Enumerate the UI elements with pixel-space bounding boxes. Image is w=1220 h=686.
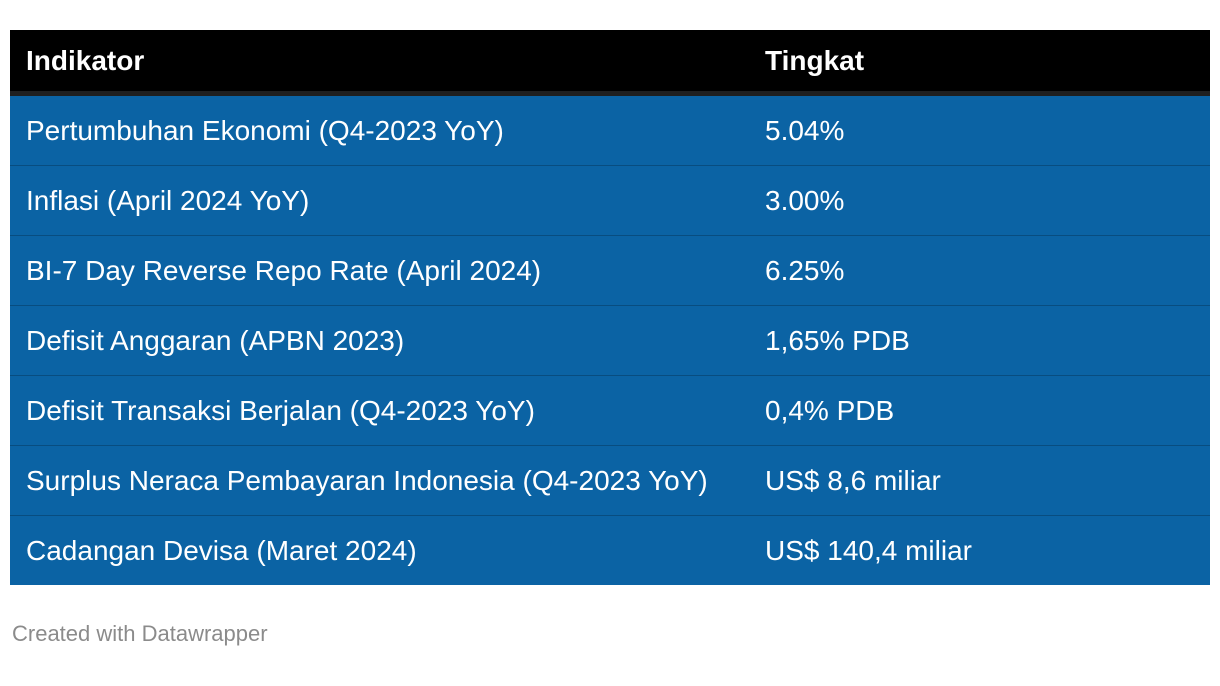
table-row: Defisit Anggaran (APBN 2023) 1,65% PDB xyxy=(10,305,1210,376)
cell-tingkat: 0,4% PDB xyxy=(749,375,1210,446)
datawrapper-table-embed: Indikator Tingkat Pertumbuhan Ekonomi (Q… xyxy=(10,30,1210,646)
cell-indikator: Inflasi (April 2024 YoY) xyxy=(10,165,749,236)
header-row: Indikator Tingkat xyxy=(10,30,1210,96)
cell-indikator: Cadangan Devisa (Maret 2024) xyxy=(10,515,749,585)
cell-indikator: Surplus Neraca Pembayaran Indonesia (Q4-… xyxy=(10,445,749,516)
cell-tingkat: US$ 140,4 miliar xyxy=(749,515,1210,585)
cell-tingkat: US$ 8,6 miliar xyxy=(749,445,1210,516)
cell-tingkat: 6.25% xyxy=(749,235,1210,306)
table-row: Cadangan Devisa (Maret 2024) US$ 140,4 m… xyxy=(10,515,1210,585)
table-row: Inflasi (April 2024 YoY) 3.00% xyxy=(10,165,1210,236)
table-row: Pertumbuhan Ekonomi (Q4-2023 YoY) 5.04% xyxy=(10,93,1210,166)
cell-tingkat: 1,65% PDB xyxy=(749,305,1210,376)
table-row: Defisit Transaksi Berjalan (Q4-2023 YoY)… xyxy=(10,375,1210,446)
table-row: BI-7 Day Reverse Repo Rate (April 2024) … xyxy=(10,235,1210,306)
table-row: Surplus Neraca Pembayaran Indonesia (Q4-… xyxy=(10,445,1210,516)
cell-indikator: Pertumbuhan Ekonomi (Q4-2023 YoY) xyxy=(10,93,749,166)
column-header-indikator: Indikator xyxy=(10,30,749,96)
table-body: Pertumbuhan Ekonomi (Q4-2023 YoY) 5.04% … xyxy=(10,93,1210,585)
datawrapper-credit-link[interactable]: Created with Datawrapper xyxy=(12,621,268,646)
cell-tingkat: 5.04% xyxy=(749,93,1210,166)
cell-tingkat: 3.00% xyxy=(749,165,1210,236)
cell-indikator: Defisit Transaksi Berjalan (Q4-2023 YoY) xyxy=(10,375,749,446)
column-header-tingkat: Tingkat xyxy=(749,30,1210,96)
cell-indikator: BI-7 Day Reverse Repo Rate (April 2024) xyxy=(10,235,749,306)
indicator-table: Indikator Tingkat Pertumbuhan Ekonomi (Q… xyxy=(10,30,1210,585)
cell-indikator: Defisit Anggaran (APBN 2023) xyxy=(10,305,749,376)
